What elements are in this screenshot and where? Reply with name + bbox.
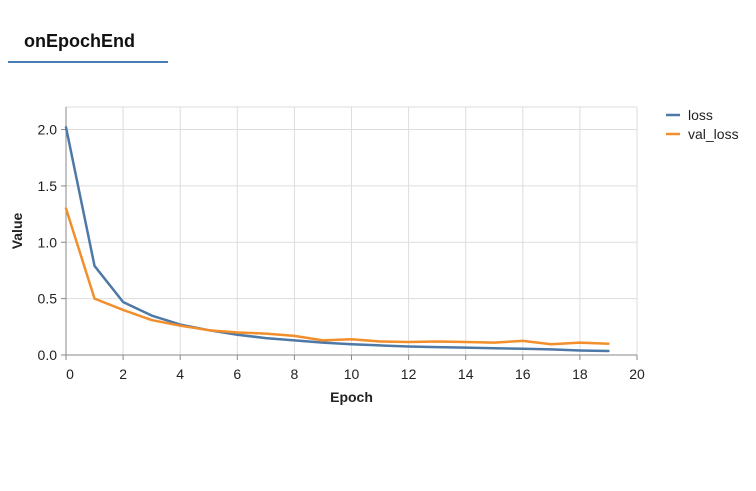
x-tick-label: 10 — [344, 366, 360, 382]
x-tick-label: 16 — [515, 366, 531, 382]
chart-series — [64, 126, 610, 353]
y-axis-title: Value — [9, 213, 25, 250]
legend-label-loss: loss — [688, 107, 713, 123]
x-tick-label: 0 — [66, 366, 74, 382]
tab-on-epoch-end[interactable]: onEpochEnd — [8, 28, 168, 63]
y-tick-label: 1.0 — [38, 234, 58, 250]
chart-legend: loss val_loss — [666, 107, 739, 142]
series-line-loss — [64, 126, 610, 353]
tab-bar: onEpochEnd — [8, 28, 168, 63]
x-tick-label: 20 — [629, 366, 645, 382]
chart-grid — [66, 106, 638, 355]
tab-label: onEpochEnd — [24, 31, 135, 51]
legend-label-val-loss: val_loss — [688, 126, 739, 142]
x-axis-title: Epoch — [330, 389, 373, 405]
chart-axes: 0 2 4 6 8 10 12 14 16 18 20 0.0 0.5 1.0 1.5 2.0 — [38, 107, 645, 382]
y-tick-label: 1.5 — [38, 178, 58, 194]
series-line-val-loss — [64, 207, 610, 346]
y-tick-label: 0.0 — [38, 347, 58, 363]
y-tick-label: 0.5 — [38, 291, 58, 307]
y-tick-label: 2.0 — [38, 122, 58, 138]
x-tick-label: 4 — [176, 366, 184, 382]
x-tick-label: 18 — [572, 366, 588, 382]
x-tick-label: 14 — [458, 366, 474, 382]
x-tick-label: 6 — [233, 366, 241, 382]
x-tick-label: 2 — [119, 366, 127, 382]
x-tick-label: 8 — [291, 366, 299, 382]
x-tick-label: 12 — [401, 366, 417, 382]
